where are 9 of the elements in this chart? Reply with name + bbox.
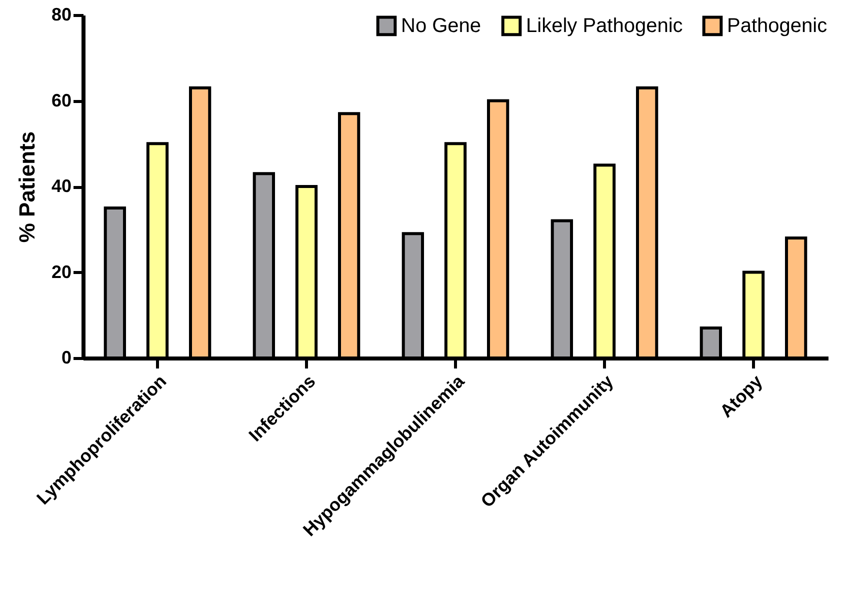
y-tick-label: 20 [51,262,72,282]
y-axis-title: % Patients [14,131,40,243]
y-tick-label: 0 [61,348,72,368]
legend-label: Likely Pathogenic [526,14,683,37]
y-tick-label: 40 [51,176,72,196]
legend-label: No Gene [401,14,482,37]
legend-label: Pathogenic [727,14,828,37]
y-tick-label: 60 [51,90,72,110]
y-tick-label: 80 [51,4,72,24]
